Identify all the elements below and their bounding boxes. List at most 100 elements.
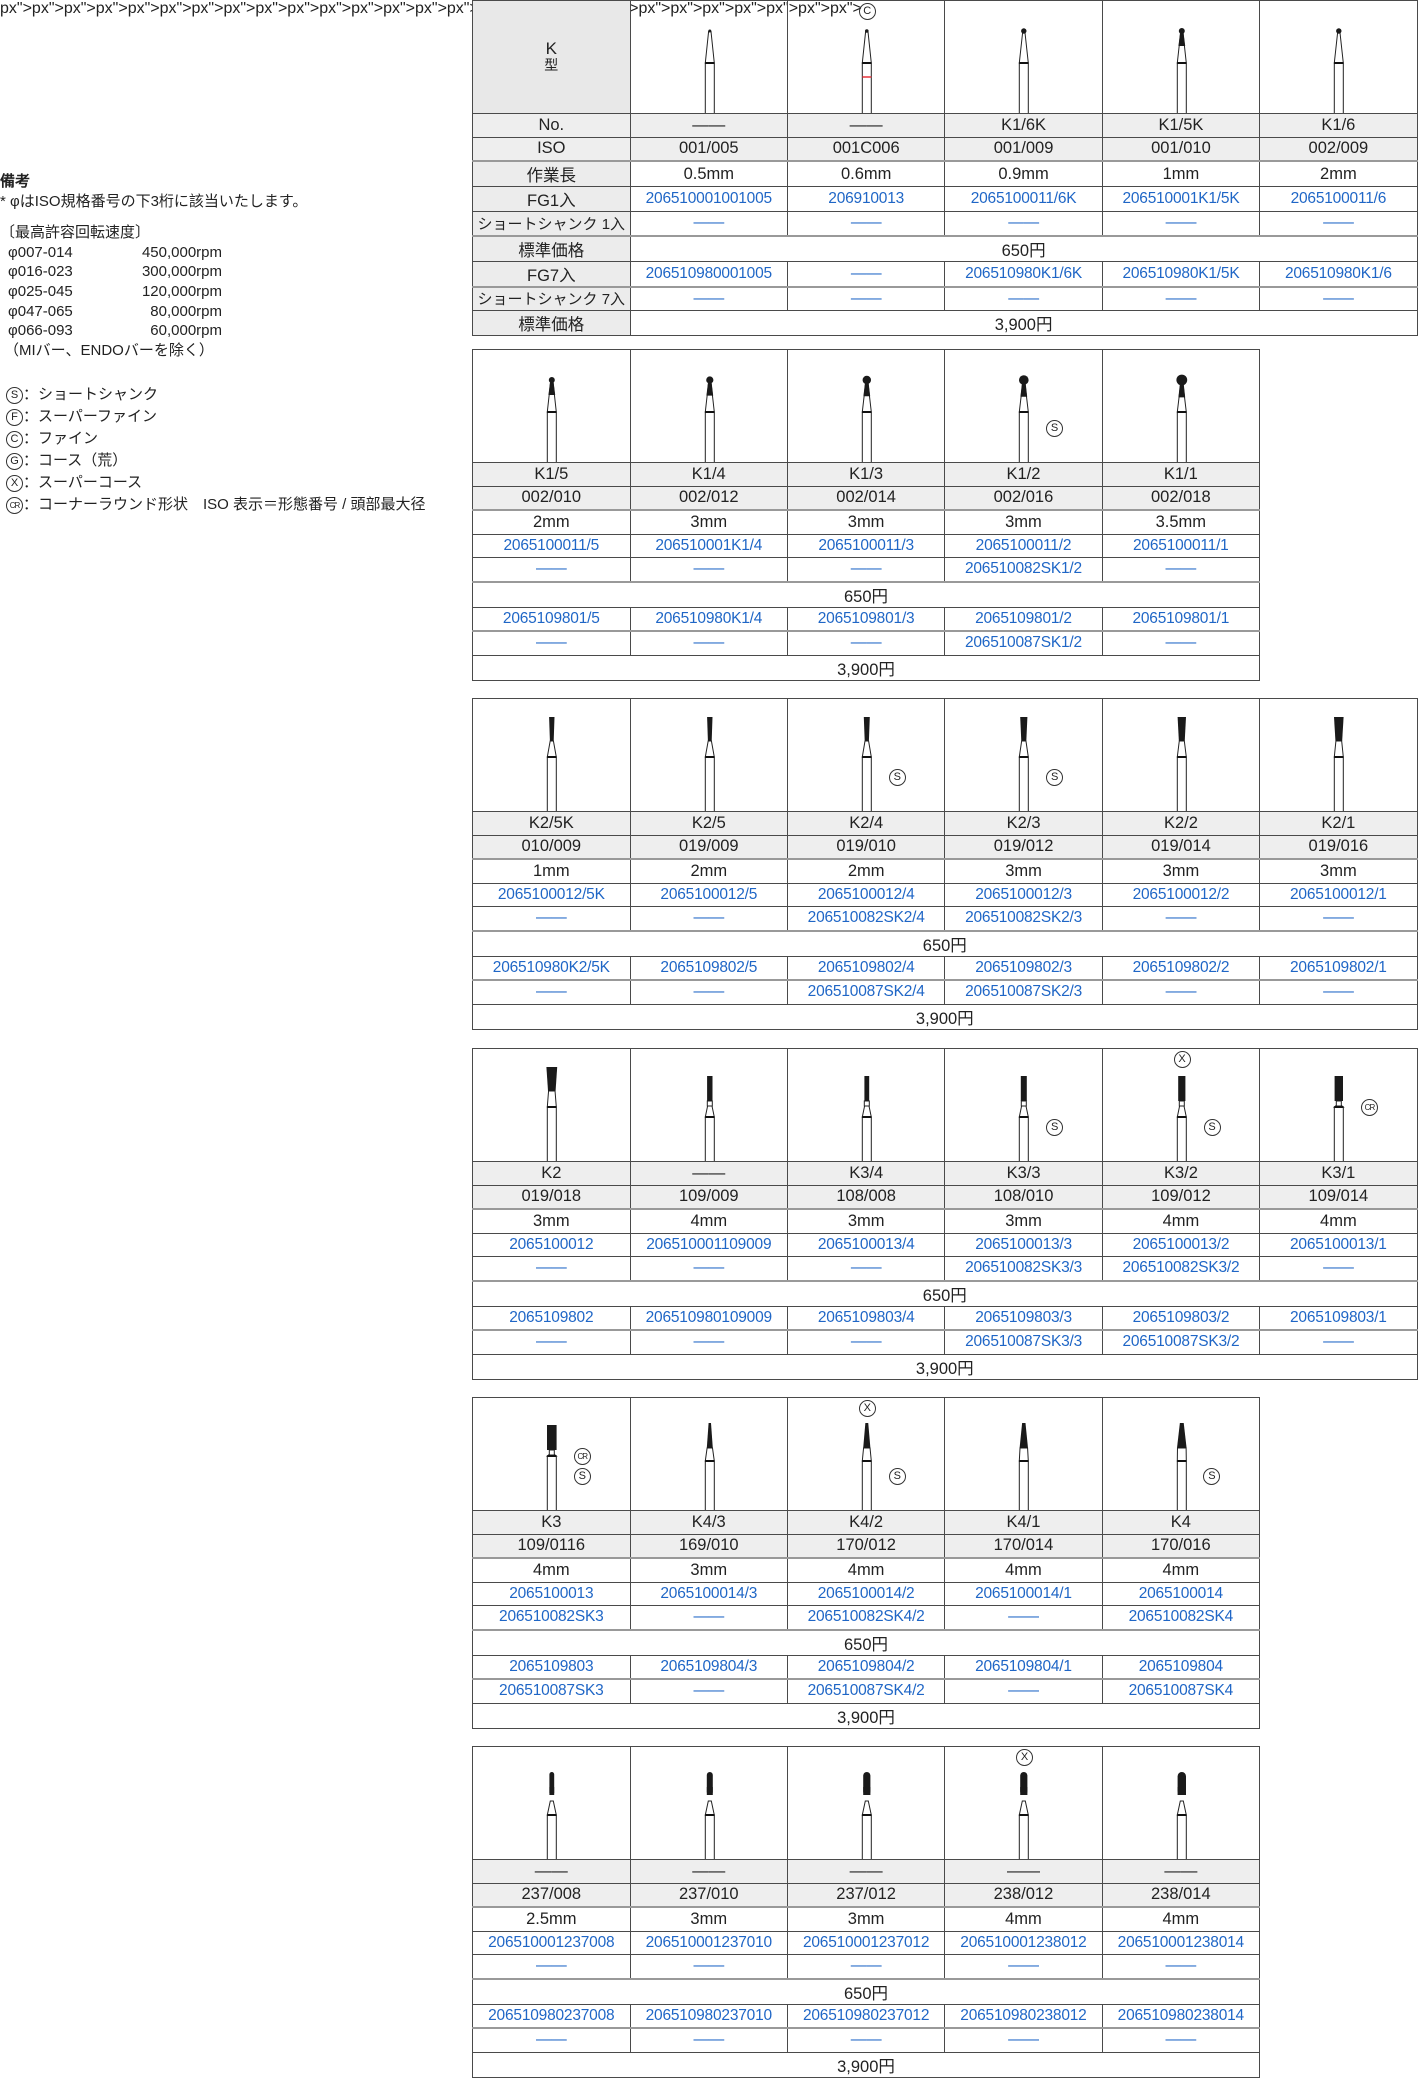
cell-no: K1/3 <box>786 462 946 487</box>
cell-fg7: 2065109802/4 <box>786 955 946 981</box>
cell-fg7: 206510980237010 <box>629 2003 788 2029</box>
bur-head <box>1020 717 1028 741</box>
bur-illustration <box>704 29 715 113</box>
bur-shank <box>1019 1460 1030 1510</box>
row-price7: 標準価格 3,900円 <box>472 310 1418 336</box>
standard-price: 650円 <box>472 581 1260 608</box>
cell-fg7: 2065109803/3 <box>944 1305 1103 1331</box>
cell-no: K2/1 <box>1259 811 1418 836</box>
speed-exclusion: （MIバー、ENDOバーを除く） <box>4 341 214 359</box>
cell-ss7: —— <box>786 1329 946 1355</box>
row-ss7: —— —— —— 206510087SK3/3 206510087SK3/2 —— <box>472 1329 1418 1355</box>
cell-fg1: 2065100013 <box>472 1581 631 1606</box>
bur-head <box>1334 1076 1344 1101</box>
cell-no: K2 <box>472 1161 631 1186</box>
bur-image-row: S <box>472 349 1261 463</box>
cell-ss7: 206510087SK3/2 <box>1101 1329 1261 1355</box>
cell-ss1: 206510082SK3/3 <box>944 1256 1103 1282</box>
cell-ss7: —— <box>629 1329 788 1355</box>
row-ss7: —— —— —— 206510087SK1/2 —— <box>472 630 1261 656</box>
bur-head <box>863 717 870 741</box>
bur-image-cell: S <box>944 1048 1103 1162</box>
cell-ss1: —— <box>629 1256 788 1282</box>
cell-no: K1/5K <box>1101 113 1261 138</box>
cell-fg7: 2065109802 <box>472 1305 631 1331</box>
row-iso: 109/0116 169/010 170/012 170/014 170/016 <box>472 1533 1261 1559</box>
bur-shank <box>1019 756 1030 811</box>
cell-length: 4mm <box>944 1557 1103 1583</box>
cell-iso: 238/014 <box>1101 1882 1261 1908</box>
bur-head <box>706 1423 713 1448</box>
bur-image-cell <box>1101 698 1261 812</box>
cell-iso: 019/016 <box>1259 834 1418 860</box>
cell-iso: 019/010 <box>786 834 946 860</box>
standard-price: 3,900円 <box>472 1702 1260 1729</box>
cell-fg7: 2065109802/2 <box>1101 955 1261 981</box>
cell-iso: 108/008 <box>786 1184 946 1210</box>
bur-image-cell: CR <box>1259 1048 1418 1162</box>
circled-cr-icon: CR <box>1360 1099 1378 1116</box>
cell-length: 3mm <box>629 509 788 535</box>
circled-cr-icon: CR <box>6 496 23 514</box>
speed-row: φ047-065 80,000rpm <box>0 302 222 322</box>
cell-iso: 170/014 <box>944 1533 1103 1559</box>
bur-image-cell <box>472 1746 631 1860</box>
bur-image-cell: S <box>786 698 946 812</box>
cell-ss1: —— <box>1101 1954 1261 1980</box>
cell-length: 1mm <box>472 858 631 884</box>
cell-ss7: —— <box>472 1329 631 1355</box>
cell-length: 3mm <box>944 1208 1103 1234</box>
bur-image-cell: S <box>944 698 1103 812</box>
cell-length: 3mm <box>786 1208 946 1234</box>
circled-c-icon: C <box>6 430 23 448</box>
cell-ss1: 206510082SK3/2 <box>1101 1256 1261 1282</box>
cell-no: K1/6K <box>944 113 1103 138</box>
cell-ss7: —— <box>944 286 1103 311</box>
bur-shank <box>1176 1116 1187 1161</box>
bur-shank <box>861 62 872 113</box>
bur-illustration <box>1176 1423 1187 1510</box>
bur-shank <box>1176 1460 1187 1510</box>
cell-ss1: —— <box>1259 1256 1418 1282</box>
row-ss7: 206510087SK3 —— 206510087SK4/2 —— 206510087S… <box>472 1678 1261 1704</box>
cell-fg1: 2065100011/6K <box>944 186 1103 212</box>
bur-illustration <box>861 1423 872 1510</box>
row-fg7: 2065109802 206510980109009 2065109803/4 206… <box>472 1305 1418 1331</box>
bur-shank <box>1176 62 1187 113</box>
bur-illustration <box>1019 717 1030 811</box>
cell-ss1: —— <box>629 211 788 237</box>
cell-fg1: 206510001K1/4 <box>629 533 788 558</box>
cell-no: K3/1 <box>1259 1161 1418 1186</box>
circled-s-icon: S <box>888 769 906 786</box>
bur-shank <box>546 1455 557 1510</box>
bur-head <box>1176 374 1187 386</box>
bur-image-cell <box>786 1048 946 1162</box>
row-price7: 3,900円 <box>472 654 1260 681</box>
bur-illustration <box>1019 1076 1030 1161</box>
cell-fg7: 206510980109009 <box>629 1305 788 1331</box>
circled-s-icon: S <box>573 1468 591 1485</box>
cell-no: K2/5 <box>629 811 788 836</box>
circled-x-icon: X <box>1173 1051 1191 1068</box>
cell-ss7: 206510087SK2/4 <box>786 979 946 1005</box>
row-fg7: 2065109801/5 206510980K1/4 2065109801/3 206… <box>472 606 1261 632</box>
bur-head <box>862 375 871 385</box>
cell-ss7: 206510087SK3 <box>472 1678 631 1704</box>
bur-table: CR S X S S K3 K4/3 K4/2 K4/1 K4 109/0116 169/010 170… <box>472 1397 1261 1729</box>
cell-fg1: 2065100012/5K <box>472 882 631 907</box>
bur-shank <box>1019 411 1030 462</box>
row-price7: 3,900円 <box>472 1353 1418 1380</box>
row-label: FG7入 <box>472 260 631 288</box>
cell-no: —— <box>629 1859 788 1884</box>
cell-ss1: —— <box>629 1605 788 1631</box>
bur-shank <box>546 756 557 811</box>
bur-head <box>707 29 711 33</box>
cell-ss1: 206510082SK2/4 <box>786 906 946 932</box>
mark-description: ：スーパーファイン <box>23 408 157 426</box>
cell-no: K1/6 <box>1259 113 1418 138</box>
cell-fg7: 2065109801/5 <box>472 606 631 632</box>
cell-ss7: —— <box>944 1678 1103 1704</box>
cell-fg1: 206510001238012 <box>944 1930 1103 1955</box>
